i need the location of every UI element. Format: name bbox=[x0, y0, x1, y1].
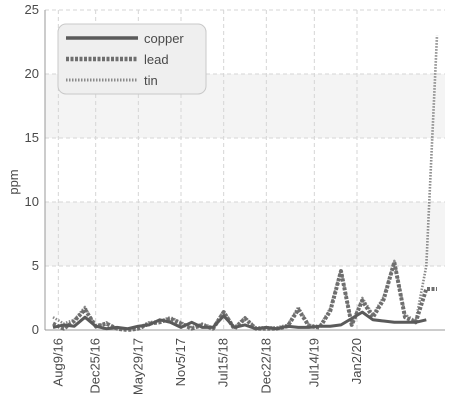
legend-label-tin: tin bbox=[144, 73, 158, 88]
x-tick-label: Nov5/17 bbox=[173, 338, 188, 386]
y-tick-label: 25 bbox=[25, 2, 39, 17]
x-tick-label: Jul15/18 bbox=[216, 338, 231, 387]
x-tick-label: May29/17 bbox=[130, 338, 145, 395]
x-tick-label: Aug9/16 bbox=[50, 338, 65, 386]
grid-band bbox=[45, 202, 445, 266]
y-tick-label: 20 bbox=[25, 66, 39, 81]
x-tick-label: Dec25/16 bbox=[88, 338, 103, 394]
x-tick-label: Jan2/20 bbox=[349, 338, 364, 384]
series-line-copper bbox=[52, 310, 427, 331]
y-tick-label: 5 bbox=[32, 258, 39, 273]
legend-label-lead: lead bbox=[144, 52, 169, 67]
legend-label-copper: copper bbox=[144, 31, 184, 46]
x-tick-label: Dec22/18 bbox=[258, 338, 273, 394]
x-tick-label: Jul14/19 bbox=[306, 338, 321, 387]
y-tick-label: 0 bbox=[32, 322, 39, 337]
y-axis-title: ppm bbox=[6, 169, 21, 194]
y-tick-label: 15 bbox=[25, 130, 39, 145]
y-tick-label: 10 bbox=[25, 194, 39, 209]
